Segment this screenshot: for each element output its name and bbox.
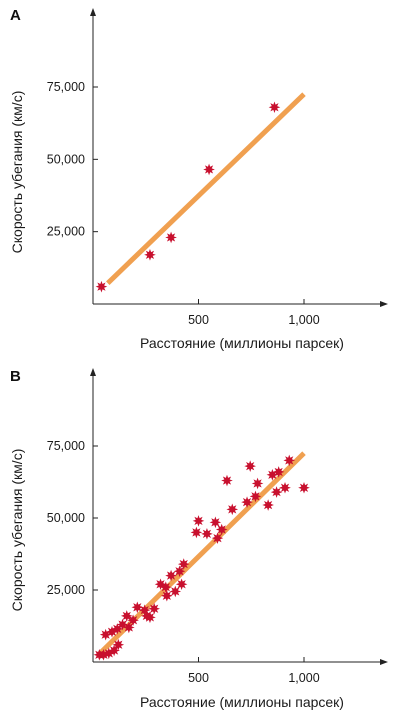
panel-a-x-tick-label: 1,000 xyxy=(288,313,319,327)
panel-a-data-point xyxy=(203,163,215,176)
panel-b-letter: B xyxy=(10,368,21,385)
panel-b-data-point xyxy=(123,621,135,634)
panel-b-data-point xyxy=(279,481,291,494)
panel-b-data-point xyxy=(201,528,213,540)
panel-b-x-tick-label: 1,000 xyxy=(288,671,319,685)
panel-a-data-point xyxy=(95,280,108,293)
panel-a-data-point xyxy=(165,231,177,244)
panel-b-data-point xyxy=(251,477,264,490)
panel-b-data-point xyxy=(108,644,120,657)
panel-b-data-point xyxy=(165,569,177,582)
panel-a-y-axis-arrow xyxy=(90,8,96,16)
panel-b-data-point xyxy=(211,532,224,544)
panel-b-data-point xyxy=(262,499,274,511)
panel-b-data-point xyxy=(159,581,172,593)
panel-b-data-point xyxy=(221,474,233,487)
panel-b: B 500 1,000 25,000 50,000 75,000 Расстояние … xyxy=(9,368,388,710)
panel-b-data-point xyxy=(272,466,285,478)
panel-b-x-axis-arrow xyxy=(380,659,388,665)
panel-a-y-axis-title: Скорость убегания (км/с) xyxy=(9,91,25,254)
panel-b-y-axis-title: Скорость убегания (км/с) xyxy=(9,449,25,612)
panel-b-data-point xyxy=(209,516,222,529)
panel-b-data-point xyxy=(173,565,186,578)
panel-a: A 500 1,000 25,000 50,000 75,000 Расстояние … xyxy=(9,7,388,351)
panel-a-data-point xyxy=(268,101,281,114)
panel-b-y-tick-label: 75,000 xyxy=(47,439,85,453)
panel-b-data-point xyxy=(161,589,173,602)
panel-a-y-tick-label: 75,000 xyxy=(47,80,85,94)
panel-b-data-point xyxy=(215,523,228,536)
panel-b-data-point xyxy=(270,486,283,498)
panel-a-data-point xyxy=(144,249,156,261)
panel-b-data-point xyxy=(190,526,203,539)
panel-b-data-point xyxy=(249,490,262,503)
panel-b-y-tick-label: 50,000 xyxy=(47,511,85,525)
panel-a-fit-line xyxy=(106,92,306,285)
panel-a-x-axis-arrow xyxy=(380,301,388,307)
panel-a-y-tick-label: 50,000 xyxy=(47,152,85,166)
panel-b-data-point xyxy=(192,515,205,527)
panel-b-data-point xyxy=(177,558,190,570)
panel-a-y-tick-label: 25,000 xyxy=(47,225,85,239)
panel-b-data-point xyxy=(241,496,253,508)
panel-b-data-point xyxy=(169,585,182,598)
panel-b-data-point xyxy=(244,460,256,472)
panel-b-data-point xyxy=(283,454,296,467)
panel-b-data-point xyxy=(127,614,139,627)
panel-a-x-axis-title: Расстояние (миллионы парсек) xyxy=(140,335,344,351)
panel-b-y-tick-label: 25,000 xyxy=(47,583,85,597)
panel-a-x-tick-label: 500 xyxy=(188,313,209,327)
panel-b-data-point xyxy=(226,503,239,516)
panel-b-data-point xyxy=(298,481,310,494)
panel-a-letter: A xyxy=(10,7,21,24)
panel-b-x-axis-title: Расстояние (миллионы парсек) xyxy=(140,694,344,710)
panel-b-data-point xyxy=(144,611,156,624)
panel-b-y-axis-arrow xyxy=(90,368,96,376)
panel-b-data-point xyxy=(112,638,125,651)
panel-b-x-tick-label: 500 xyxy=(188,671,209,685)
panel-b-data-point xyxy=(148,602,160,615)
panel-b-data-point xyxy=(120,610,133,622)
panel-b-data-point xyxy=(175,578,188,591)
